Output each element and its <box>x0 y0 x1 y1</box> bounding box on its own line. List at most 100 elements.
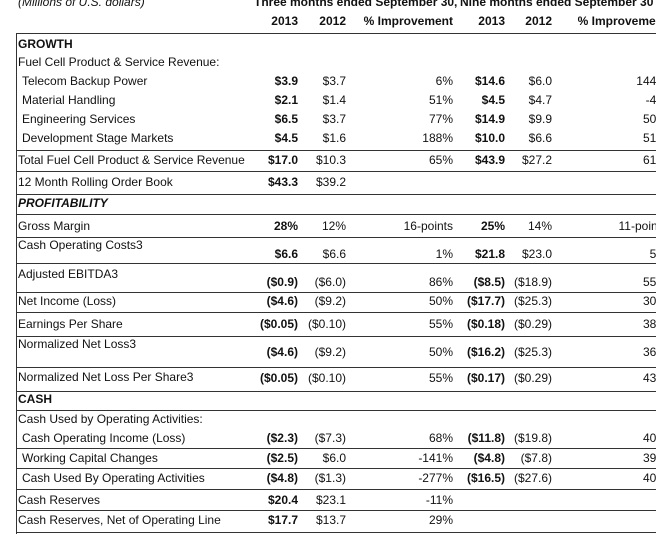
cell: ($0.05) <box>259 317 298 331</box>
cell: $6.6 <box>274 247 298 261</box>
cell: 12% <box>321 219 346 233</box>
cell: -141% <box>418 451 453 465</box>
row-label: GROWTH <box>18 37 73 51</box>
cell: 65% <box>428 153 453 167</box>
cell: 68% <box>428 431 453 445</box>
cell: ($1.3) <box>314 471 346 485</box>
rule <box>16 263 656 264</box>
cell: $6.0 <box>528 74 552 88</box>
cell: ($0.18) <box>466 317 505 331</box>
cell: 144% <box>636 74 656 88</box>
cell: 40% <box>642 431 656 445</box>
cell: ($7.8) <box>520 451 552 465</box>
cell: $4.7 <box>528 93 552 107</box>
cell: $14.9 <box>474 112 505 126</box>
cell: ($25.3) <box>513 294 552 308</box>
cell: ($0.05) <box>259 371 298 385</box>
rule <box>16 448 656 449</box>
cell: ($16.5) <box>466 471 505 485</box>
column-header: % Improvement <box>577 14 656 28</box>
cell: $6.5 <box>274 112 298 126</box>
cell: $4.5 <box>481 93 505 107</box>
column-header: 2012 <box>319 14 346 28</box>
cell: ($8.5) <box>473 275 505 289</box>
row-label: CASH <box>18 392 53 406</box>
cell: 86% <box>428 275 453 289</box>
cell: $6.6 <box>322 247 346 261</box>
cell: $23.0 <box>521 247 552 261</box>
row-label: Cash Reserves <box>18 493 101 507</box>
cell: ($16.2) <box>466 345 505 359</box>
rule <box>16 336 656 337</box>
row-label: Material Handling <box>22 93 116 107</box>
cell: $10.3 <box>315 153 346 167</box>
cell: 25% <box>480 219 505 233</box>
cell: ($27.6) <box>513 471 552 485</box>
cell: ($9.2) <box>314 345 346 359</box>
cell: ($17.7) <box>466 294 505 308</box>
row-label: Normalized Net Loss3 <box>18 337 137 351</box>
period-nine: Nine months ended September 30 <box>460 0 654 9</box>
cell: ($4.8) <box>473 451 505 465</box>
cell: $6.6 <box>528 131 552 145</box>
rule <box>16 194 656 195</box>
column-header: 2013 <box>271 14 298 28</box>
cell: $17.0 <box>267 153 298 167</box>
cell: ($0.17) <box>466 371 505 385</box>
cell: $1.6 <box>322 131 346 145</box>
row-label: Net Income (Loss) <box>18 294 117 308</box>
cell: 38% <box>642 317 656 331</box>
row-label: PROFITABILITY <box>18 196 108 210</box>
rule <box>16 391 656 392</box>
cell: ($7.3) <box>314 431 346 445</box>
rule <box>16 468 656 469</box>
cell: $9.9 <box>528 112 552 126</box>
cell: 40% <box>642 471 656 485</box>
cell: ($2.3) <box>266 431 298 445</box>
cell: -4% <box>645 93 656 107</box>
cell: 55% <box>428 371 453 385</box>
cell: 39% <box>642 451 656 465</box>
cell: $6.0 <box>322 451 346 465</box>
cell: ($4.6) <box>266 345 298 359</box>
column-header: 2013 <box>478 14 505 28</box>
cell: 6% <box>435 74 453 88</box>
cell: $3.9 <box>274 74 298 88</box>
row-label: Telecom Backup Power <box>22 74 148 88</box>
cell: 11-points <box>618 219 656 233</box>
cell: ($4.6) <box>266 294 298 308</box>
rule <box>16 214 656 215</box>
cell: 77% <box>428 112 453 126</box>
cell: ($0.29) <box>513 317 552 331</box>
cell: $2.1 <box>274 93 298 107</box>
cell: $14.6 <box>474 74 505 88</box>
row-label: 12 Month Rolling Order Book <box>18 175 173 189</box>
cell: 55% <box>428 317 453 331</box>
cell: 51% <box>642 131 656 145</box>
cell: ($0.10) <box>307 371 346 385</box>
cell: -277% <box>418 471 453 485</box>
cell: 5% <box>649 247 656 261</box>
rule <box>16 237 656 238</box>
cell: 1% <box>435 247 453 261</box>
rule <box>16 292 656 293</box>
rule <box>16 171 656 172</box>
row-label: Gross Margin <box>18 219 91 233</box>
rule <box>16 150 656 151</box>
cell: $3.7 <box>322 74 346 88</box>
cell: ($19.8) <box>513 431 552 445</box>
cell: $1.4 <box>322 93 346 107</box>
cell: 30% <box>642 294 656 308</box>
rule <box>16 410 656 411</box>
cell: 188% <box>422 131 453 145</box>
cell: 28% <box>273 219 298 233</box>
row-label: Adjusted EBITDA3 <box>18 267 119 281</box>
row-label: Cash Used by Operating Activities: <box>18 412 203 426</box>
cell: ($0.9) <box>266 275 298 289</box>
rule <box>16 33 17 534</box>
cell: $4.5 <box>274 131 298 145</box>
cell: $20.4 <box>267 493 298 507</box>
column-header: 2012 <box>525 14 552 28</box>
cell: 50% <box>642 112 656 126</box>
